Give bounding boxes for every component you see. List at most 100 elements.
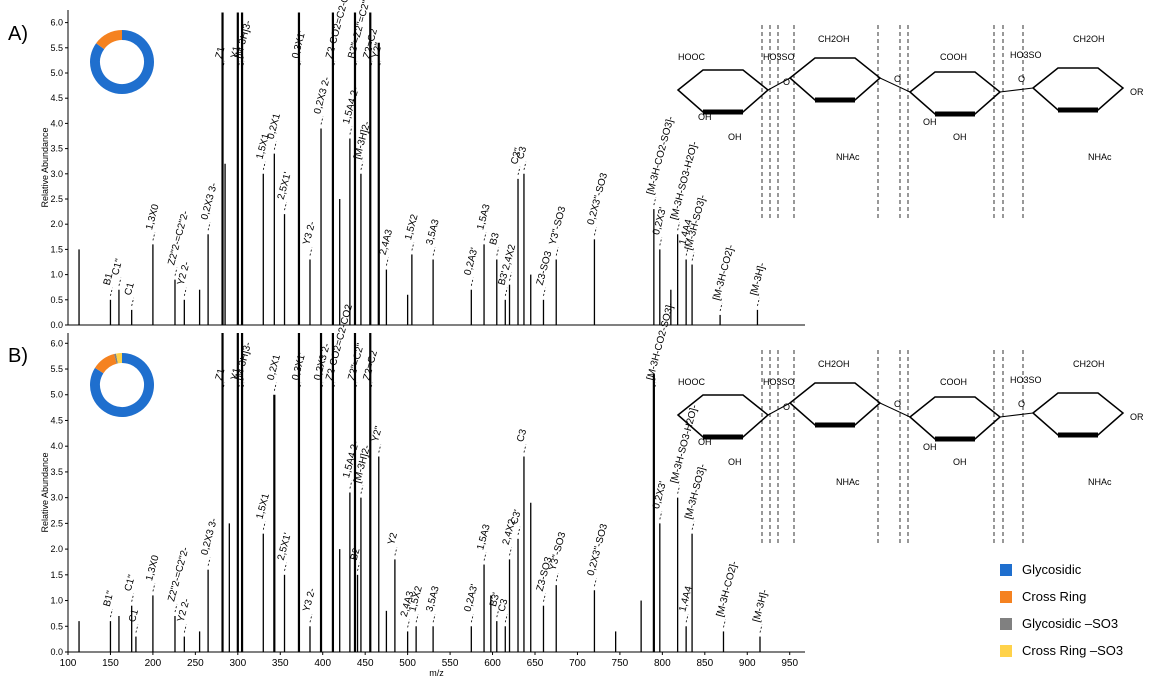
structure-label: O — [1018, 399, 1025, 409]
label-leader — [273, 382, 277, 391]
peak-label: B1 — [102, 271, 116, 286]
y-tick-label: 0.5 — [50, 295, 63, 305]
label-leader — [237, 60, 241, 70]
label-leader — [677, 485, 681, 494]
label-leader — [723, 619, 726, 628]
y-tick-label: 5.5 — [50, 364, 63, 374]
peak-label: C3 — [497, 597, 511, 613]
label-leader — [677, 222, 681, 231]
donut-segment — [94, 354, 117, 374]
label-leader — [543, 593, 546, 602]
sugar-ring — [908, 396, 1002, 440]
y-tick-label: 6.0 — [50, 18, 63, 28]
x-tick-label: 750 — [612, 658, 629, 669]
label-leader — [284, 562, 287, 571]
y-tick-label: 3.0 — [50, 169, 63, 179]
peak-label: C3 — [515, 428, 529, 444]
peak-label: 2,5X1' — [276, 532, 294, 562]
y-tick-label: 3.0 — [50, 493, 63, 503]
legend-label: Cross Ring –SO3 — [1022, 643, 1123, 658]
y-tick-label: 2.0 — [50, 219, 63, 229]
y-tick-label: 4.5 — [50, 415, 63, 425]
y-tick-label: 4.5 — [50, 93, 63, 103]
label-leader — [509, 272, 512, 281]
peak-label: 0,3X1' — [290, 30, 308, 60]
label-leader — [517, 166, 521, 175]
peak-label: Y3 2- — [301, 587, 318, 613]
label-leader — [523, 444, 527, 453]
label-leader — [653, 196, 657, 206]
x-axis-label: m/z — [429, 668, 444, 677]
x-tick-label: 300 — [229, 658, 246, 669]
peak-label: C1'' — [123, 573, 138, 592]
label-leader — [237, 382, 241, 391]
legend-label: Glycosidic — [1022, 562, 1082, 577]
label-leader — [378, 444, 382, 453]
label-leader — [174, 603, 178, 613]
structure-label: HOOC — [678, 377, 706, 387]
panel-label: A) — [8, 23, 28, 45]
peak-label: [M-3H-CO2]- — [715, 560, 740, 618]
label-leader — [555, 573, 559, 582]
label-leader — [135, 624, 139, 633]
peak-label: Z1 — [214, 367, 228, 382]
label-leader — [241, 382, 245, 391]
peak-label: Z2''2-=C2''2- — [166, 210, 191, 267]
peak-label: [M-3H-SO3]- — [683, 463, 708, 521]
peak-label: Y2'' — [370, 425, 385, 443]
structure-label: OH — [953, 457, 967, 467]
label-leader — [320, 382, 324, 391]
structure-label: CH2OH — [1073, 359, 1105, 369]
label-leader — [118, 277, 122, 286]
structure-label: NHAc — [836, 477, 860, 487]
peak-label: [M-3H]3- — [233, 19, 254, 59]
x-tick-label: 250 — [187, 658, 204, 669]
y-tick-label: 0.0 — [50, 647, 63, 657]
peak-label: 2,5X1' — [276, 171, 294, 201]
y-tick-label: 6.0 — [50, 338, 63, 348]
label-leader — [378, 60, 382, 70]
label-leader — [207, 222, 211, 231]
structure-label: O — [1018, 74, 1025, 84]
label-leader — [110, 609, 113, 618]
label-leader — [183, 287, 187, 296]
label-leader — [407, 619, 411, 628]
x-tick-label: 800 — [654, 658, 671, 669]
label-leader — [496, 609, 500, 618]
structure-label: CH2OH — [818, 34, 850, 44]
structure-label: O — [894, 399, 901, 409]
peak-label: 3,5A3 — [424, 585, 442, 614]
structure-label: HO3SO — [1010, 50, 1042, 60]
label-leader — [354, 382, 358, 391]
label-leader — [386, 257, 389, 266]
structure: HOOC OH OH HO3SO CH2OH NHAc COOH OH OH HO3SO CH2OH… — [676, 25, 1144, 220]
label-leader — [183, 624, 187, 633]
label-leader — [504, 614, 508, 623]
peak-label: 1,3X0 — [144, 554, 162, 583]
structure-label: NHAc — [836, 152, 860, 162]
x-tick-label: 200 — [145, 658, 162, 669]
label-leader — [594, 578, 597, 587]
label-leader — [483, 232, 487, 241]
peak-label: C3'' — [509, 147, 524, 166]
structure: HOOC OH OH HO3SO CH2OH NHAc COOH OH OH HO3SO CH2OH… — [676, 350, 1144, 545]
y-tick-label: 3.5 — [50, 144, 63, 154]
glycosidic-bond — [879, 77, 911, 93]
label-leader — [174, 267, 178, 276]
peak-label: 0,2X3 2- — [312, 76, 332, 115]
sugar-ring — [1031, 67, 1125, 111]
y-tick-label: 4.0 — [50, 118, 63, 128]
structure-label: NHAc — [1088, 477, 1112, 487]
x-tick-label: 500 — [399, 658, 416, 669]
structure-label: OR — [1130, 412, 1144, 422]
y-tick-label: 0.5 — [50, 621, 63, 631]
structure-label: OH — [698, 112, 712, 122]
label-leader — [517, 526, 521, 535]
label-leader — [470, 614, 474, 623]
label-leader — [369, 382, 373, 391]
structure-label: CH2OH — [1073, 34, 1105, 44]
donut-segment — [90, 353, 154, 417]
glycosidic-bond — [879, 402, 911, 418]
peak-label: Y1 — [229, 366, 243, 381]
sugar-ring — [1031, 392, 1125, 436]
